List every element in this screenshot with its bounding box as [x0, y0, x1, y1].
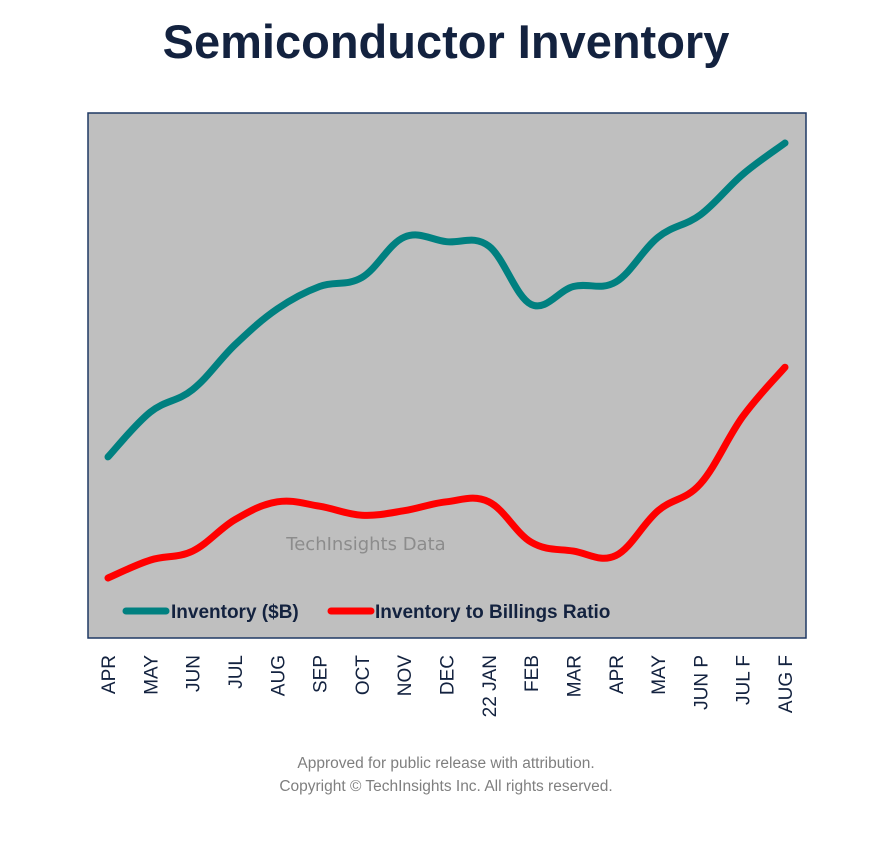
data-point [231, 341, 238, 348]
data-point [189, 548, 196, 555]
data-point [655, 507, 662, 514]
series-layer [104, 139, 789, 582]
x-tick-label: NOV [395, 655, 416, 697]
footer-release-note: Approved for public release with attribu… [297, 755, 595, 772]
data-point [528, 301, 535, 308]
data-point [105, 575, 112, 582]
x-tick-label: APR [607, 655, 628, 694]
x-tick-label: JUN [184, 655, 205, 692]
x-tick-label: MAY [649, 655, 670, 695]
data-point [570, 548, 577, 555]
chart-title: Semiconductor Inventory [162, 15, 730, 68]
data-point [274, 305, 281, 312]
data-point [105, 453, 112, 460]
data-point [612, 279, 619, 286]
data-point [358, 274, 365, 281]
x-tick-label: JUL F [734, 655, 755, 705]
x-tick-label: AUG [268, 655, 289, 696]
legend-label: Inventory to Billings Ratio [375, 602, 610, 623]
series-line-inventory-to-billings-ratio [104, 363, 789, 582]
data-point [782, 364, 789, 371]
data-point [401, 507, 408, 514]
watermark-text: TechInsights Data [285, 534, 445, 555]
data-point [485, 498, 492, 505]
legend: Inventory ($B) Inventory to Billings Rati… [122, 602, 610, 623]
data-point [401, 234, 408, 241]
x-tick-label: DEC [438, 655, 459, 695]
data-point [485, 243, 492, 250]
x-axis-ticks: APR MAY JUN JUL AUG SEP OCT NOV DEC 22 JAN FEB MAR A… [99, 655, 797, 718]
footer-copyright: Copyright © TechInsights Inc. All rights… [279, 778, 613, 795]
data-point [147, 557, 154, 564]
data-point [528, 539, 535, 546]
x-tick-label: 22 JAN [480, 655, 501, 717]
data-point [147, 409, 154, 416]
data-point [782, 140, 789, 147]
x-tick-label: FEB [522, 655, 543, 692]
x-tick-label: MAR [564, 655, 585, 697]
legend-label: Inventory ($B) [171, 602, 299, 623]
data-point [443, 238, 450, 245]
data-point [316, 503, 323, 510]
data-point [231, 516, 238, 523]
x-tick-label: MAY [141, 655, 162, 695]
plot-area [87, 112, 807, 639]
x-tick-label: SEP [311, 655, 332, 693]
data-point [697, 211, 704, 218]
data-point [316, 283, 323, 290]
data-point [612, 552, 619, 559]
data-point [358, 512, 365, 519]
series-line-inventory [104, 139, 789, 461]
x-tick-label: JUL [226, 655, 247, 689]
x-tick-label: JUN P [691, 655, 712, 710]
data-point [655, 234, 662, 241]
data-point [274, 498, 281, 505]
data-point [739, 413, 746, 420]
x-tick-label: AUG F [776, 655, 797, 713]
data-point [443, 498, 450, 505]
data-point [189, 386, 196, 393]
data-point [739, 171, 746, 178]
data-point [697, 480, 704, 487]
x-tick-label: OCT [353, 655, 374, 696]
x-tick-label: APR [99, 655, 120, 694]
data-point [570, 283, 577, 290]
